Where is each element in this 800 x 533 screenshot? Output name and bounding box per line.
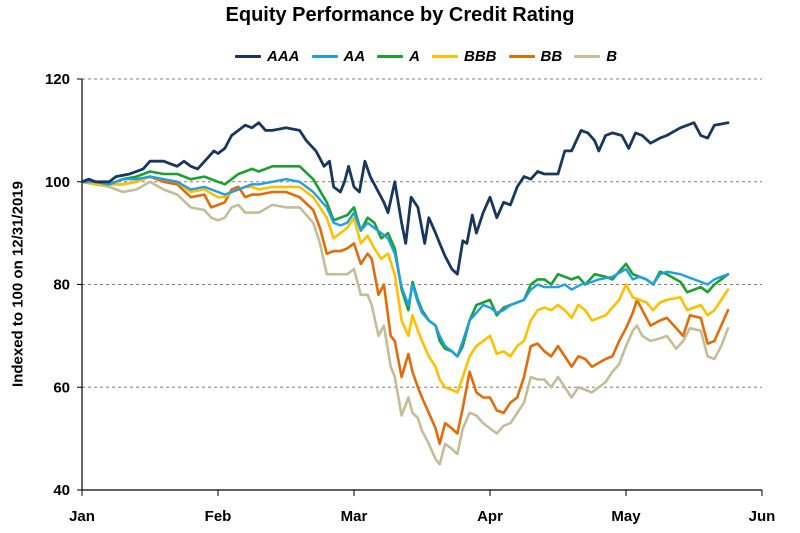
series-line-bb bbox=[80, 175, 730, 446]
legend-swatch-bb bbox=[508, 54, 535, 58]
legend-swatch-aaa bbox=[235, 54, 261, 58]
legend-swatch-aa bbox=[311, 54, 338, 58]
tick-labels: 40 60 80 100 120 Jan Feb Mar Apr May Jun bbox=[45, 71, 775, 525]
legend-item-aaa: AAA bbox=[235, 48, 300, 65]
legend-label-bb: BB bbox=[540, 47, 563, 65]
legend-label-aa: AA bbox=[343, 47, 366, 65]
y-tick-label-120: 120 bbox=[45, 71, 70, 88]
legend-item-a: A bbox=[377, 48, 420, 65]
series-line-aa bbox=[80, 175, 730, 358]
legend-label-aaa: AAA bbox=[267, 47, 300, 65]
x-tick-label-apr: Apr bbox=[477, 508, 503, 525]
legend-swatch-b bbox=[574, 54, 601, 58]
gridlines bbox=[82, 78, 762, 388]
axes bbox=[77, 78, 763, 496]
y-tick-label-40: 40 bbox=[53, 482, 70, 499]
y-tick-label-60: 60 bbox=[53, 379, 70, 396]
series-line-b bbox=[80, 180, 730, 466]
series-lines bbox=[80, 121, 730, 466]
series-line-a bbox=[80, 165, 730, 358]
x-tick-label-feb: Feb bbox=[205, 508, 232, 525]
x-tick-label-jan: Jan bbox=[69, 508, 95, 525]
legend-swatch-a bbox=[377, 54, 404, 58]
x-tick-label-jun: Jun bbox=[749, 508, 776, 525]
x-tick-label-may: May bbox=[611, 508, 641, 525]
chart-legend: AAA AA A BBB BB B bbox=[235, 45, 617, 67]
y-tick-label-80: 80 bbox=[53, 277, 70, 294]
chart-title: Equity Performance by Credit Rating bbox=[225, 4, 575, 26]
legend-item-bb: BB bbox=[508, 47, 563, 65]
legend-label-bbb: BBB bbox=[464, 47, 497, 65]
x-tick-label-mar: Mar bbox=[341, 508, 368, 525]
y-tick-label-100: 100 bbox=[45, 174, 70, 191]
legend-item-b: B bbox=[574, 48, 617, 65]
series-line-aaa bbox=[80, 121, 730, 276]
legend-item-aa: AA bbox=[311, 47, 366, 65]
legend-label-a: A bbox=[409, 47, 421, 65]
legend-item-bbb: BBB bbox=[432, 48, 497, 65]
legend-swatch-bbb bbox=[432, 54, 459, 58]
legend-label-b: B bbox=[606, 47, 618, 65]
